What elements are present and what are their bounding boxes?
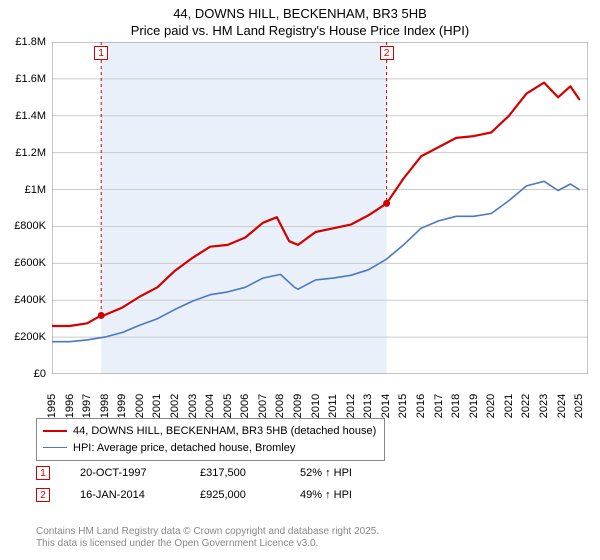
marker-hpi: 49% ↑ HPI [300,489,400,501]
x-tick-label: 1998 [99,394,111,418]
x-tick-label: 2002 [169,394,181,418]
legend-label: HPI: Average price, detached house, Brom… [73,440,295,457]
y-tick-label: £0 [34,368,46,380]
x-tick-label: 2013 [362,394,374,418]
x-tick-label: 1996 [64,394,76,418]
marker-table-row: 2 16-JAN-2014£925,00049% ↑ HPI [36,484,400,506]
x-tick-label: 2020 [485,394,497,418]
y-tick-label: £1.2M [15,147,46,159]
marker-number-box: 1 [36,466,50,480]
x-tick-label: 2024 [556,394,568,418]
marker-hpi: 52% ↑ HPI [300,467,400,479]
y-tick-label: £200K [14,331,46,343]
x-tick-label: 1999 [116,394,128,418]
x-tick-label: 2009 [292,394,304,418]
x-tick-label: 2003 [187,394,199,418]
chart-svg [52,42,588,374]
title-line-2: Price paid vs. HM Land Registry's House … [0,23,600,40]
marker-date: 20-OCT-1997 [80,467,200,479]
chart-plot-area: 12 [52,42,588,374]
y-tick-label: £1.6M [15,73,46,85]
x-tick-label: 2010 [310,394,322,418]
legend-item: HPI: Average price, detached house, Brom… [43,440,376,457]
y-tick-label: £1.8M [15,36,46,48]
x-tick-label: 2006 [239,394,251,418]
attribution-line-2: This data is licensed under the Open Gov… [36,538,379,550]
x-tick-label: 2007 [257,394,269,418]
x-tick-label: 2011 [327,394,339,418]
marker-price: £925,000 [200,489,300,501]
x-tick-label: 2017 [433,394,445,418]
sale-marker-badge: 2 [380,46,394,60]
y-tick-label: £1.4M [15,110,46,122]
legend: 44, DOWNS HILL, BECKENHAM, BR3 5HB (deta… [36,418,385,461]
title-line-1: 44, DOWNS HILL, BECKENHAM, BR3 5HB [0,6,600,23]
x-tick-label: 2025 [573,394,585,418]
y-tick-label: £400K [14,294,46,306]
legend-swatch [43,447,67,448]
chart-container: 44, DOWNS HILL, BECKENHAM, BR3 5HB Price… [0,0,600,560]
x-tick-label: 2005 [222,394,234,418]
x-tick-label: 2016 [415,394,427,418]
attribution: Contains HM Land Registry data © Crown c… [36,526,379,550]
legend-swatch [43,430,67,432]
marker-table-row: 1 20-OCT-1997£317,50052% ↑ HPI [36,462,400,484]
x-tick-label: 2019 [468,394,480,418]
y-tick-label: £1M [25,184,46,196]
x-tick-label: 2015 [397,394,409,418]
x-tick-label: 2001 [151,394,163,418]
legend-item: 44, DOWNS HILL, BECKENHAM, BR3 5HB (deta… [43,423,376,440]
x-tick-label: 2012 [345,394,357,418]
legend-label: 44, DOWNS HILL, BECKENHAM, BR3 5HB (deta… [73,423,376,440]
x-axis-ticks: 1995199619971998199920002001200220032004… [52,376,588,416]
y-axis-ticks: £0£200K£400K£600K£800K£1M£1.2M£1.4M£1.6M… [0,42,50,374]
title-block: 44, DOWNS HILL, BECKENHAM, BR3 5HB Price… [0,0,600,42]
y-tick-label: £600K [14,257,46,269]
marker-number-box: 2 [36,488,50,502]
x-tick-label: 2008 [274,394,286,418]
x-tick-label: 1997 [81,394,93,418]
x-tick-label: 2023 [538,394,550,418]
marker-date: 16-JAN-2014 [80,489,200,501]
x-tick-label: 2021 [503,394,515,418]
sale-marker-table: 1 20-OCT-1997£317,50052% ↑ HPI 2 16-JAN-201… [36,462,400,506]
x-tick-label: 1995 [46,394,58,418]
y-tick-label: £800K [14,220,46,232]
x-tick-label: 2022 [520,394,532,418]
attribution-line-1: Contains HM Land Registry data © Crown c… [36,526,379,538]
x-tick-label: 2018 [450,394,462,418]
x-tick-label: 2004 [204,394,216,418]
sale-marker-badge: 1 [94,46,108,60]
x-tick-label: 2014 [380,394,392,418]
marker-price: £317,500 [200,467,300,479]
x-tick-label: 2000 [134,394,146,418]
